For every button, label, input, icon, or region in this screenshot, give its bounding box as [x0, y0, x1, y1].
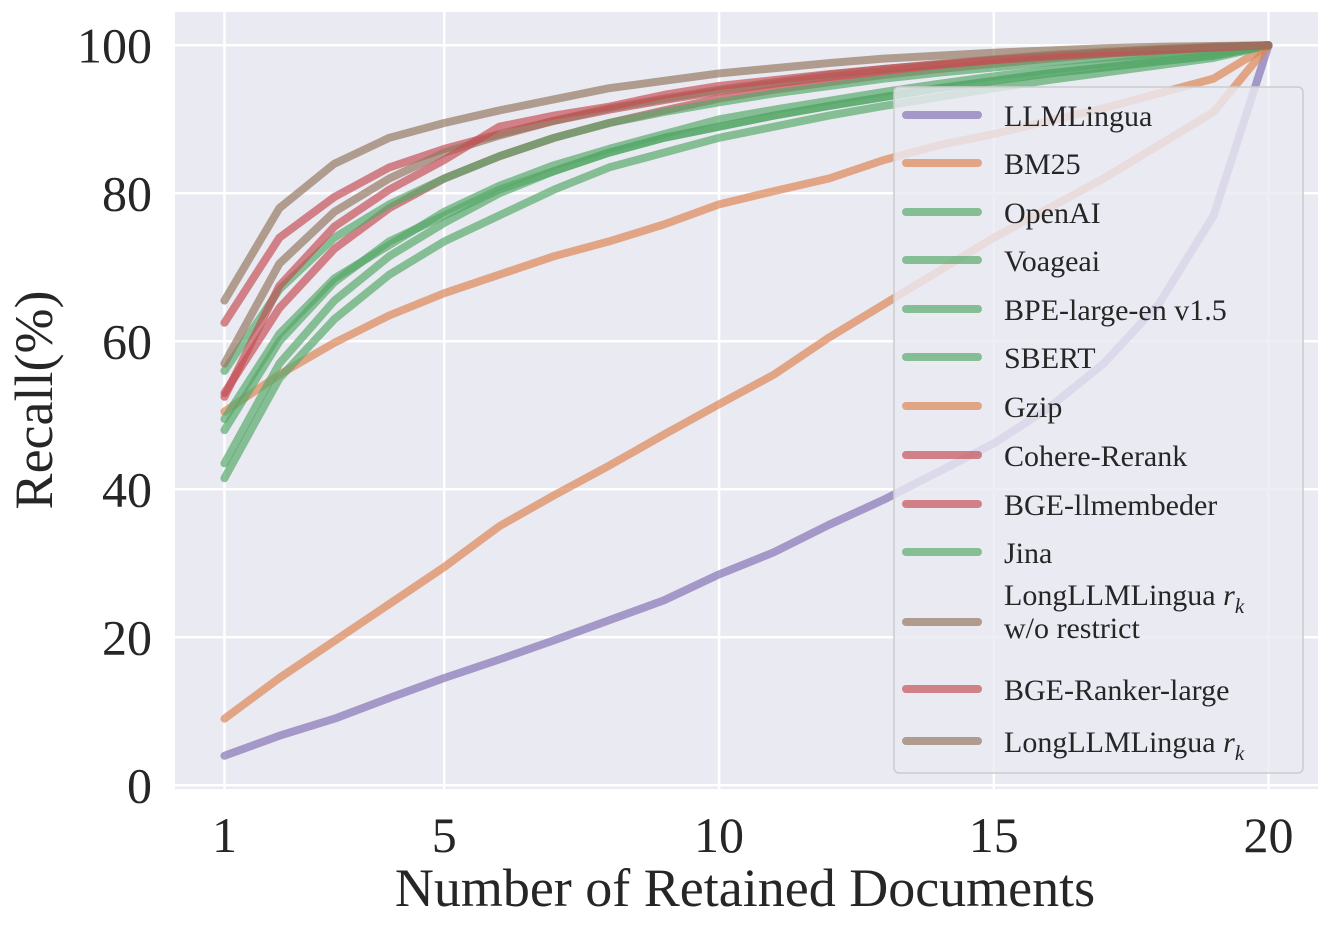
y-tick-label-20: 20: [102, 609, 152, 665]
y-tick-label-0: 0: [127, 757, 152, 813]
legend-frame: [893, 86, 1304, 774]
legend-label: Cohere-Rerank: [1004, 440, 1187, 473]
y-tick-label-40: 40: [102, 461, 152, 517]
legend-label-line2: w/o restrict: [1004, 612, 1140, 645]
y-tick-label-60: 60: [102, 313, 152, 369]
legend-label: BGE-llmembeder: [1004, 489, 1217, 522]
legend-item-sbert: SBERT: [902, 342, 1096, 375]
legend-item-llmlingua: LLMLingua: [902, 100, 1152, 133]
legend: LLMLingua BM25 OpenAI Voageai BPE-large-en v…: [893, 86, 1304, 774]
series-line-voageai: [220, 41, 1273, 483]
legend-item-longllmlingua-rk: LongLLMLingua rk: [902, 726, 1245, 765]
series-line-jina: [220, 41, 1273, 375]
legend-item-bge-ranker-large: BGE-Ranker-large: [902, 674, 1229, 707]
legend-label: Jina: [1004, 537, 1052, 570]
legend-item-voageai: Voageai: [902, 245, 1100, 278]
legend-label: LongLLMLingua rk: [1004, 579, 1245, 618]
legend-label: Gzip: [1004, 391, 1062, 424]
legend-label: BPE-large-en v1.5: [1004, 294, 1227, 327]
legend-item-cohere-rerank: Cohere-Rerank: [902, 440, 1187, 473]
legend-item-gzip: Gzip: [902, 391, 1062, 424]
x-axis-title: Number of Retained Documents: [395, 858, 1095, 918]
x-tick-label-20: 20: [1244, 807, 1294, 863]
y-tick-label-100: 100: [77, 17, 152, 73]
series-line-sbert: [220, 41, 1273, 468]
legend-item-bm25: BM25: [902, 148, 1081, 181]
legend-label: BM25: [1004, 148, 1081, 181]
legend-item-longllmlingua-rk-w-o-restrict: LongLLMLingua rkw/o restrict: [902, 579, 1245, 645]
x-tick-label-5: 5: [432, 807, 457, 863]
series-lines: [220, 41, 1273, 760]
y-tick-label-80: 80: [102, 165, 152, 221]
legend-label: SBERT: [1004, 342, 1096, 375]
legend-label: LongLLMLingua rk: [1004, 726, 1245, 765]
legend-label: LLMLingua: [1004, 100, 1152, 133]
y-axis-title: Recall(%): [4, 291, 64, 510]
legend-entries: LLMLingua BM25 OpenAI Voageai BPE-large-en v…: [902, 100, 1245, 765]
series-line-longllmlingua-rk: [220, 41, 1273, 305]
x-tick-label-10: 10: [694, 807, 744, 863]
legend-item-bge-llmembeder: BGE-llmembeder: [902, 489, 1217, 522]
series-line-bge-ranker-large: [220, 41, 1273, 401]
legend-label: BGE-Ranker-large: [1004, 674, 1229, 707]
legend-item-jina: Jina: [902, 537, 1052, 570]
legend-label: OpenAI: [1004, 197, 1101, 230]
x-tick-label-1: 1: [212, 807, 237, 863]
legend-label: Voageai: [1004, 245, 1100, 278]
x-tick-label-15: 15: [969, 807, 1019, 863]
legend-item-openai: OpenAI: [902, 197, 1101, 230]
legend-item-bpe-large-en-v1-5: BPE-large-en v1.5: [902, 294, 1227, 327]
